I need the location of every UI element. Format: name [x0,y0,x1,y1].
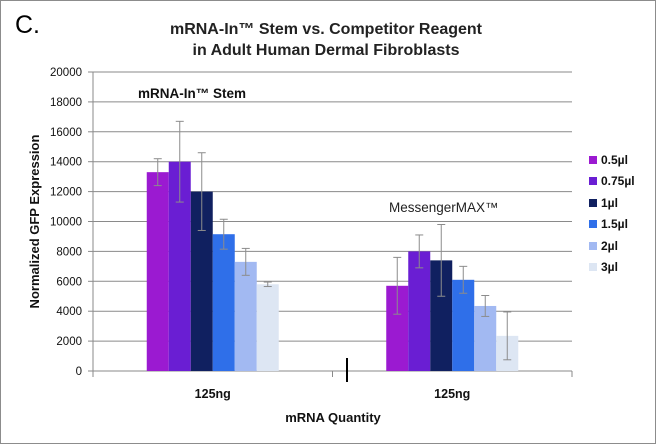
x-tick-label: 125ng [195,387,231,401]
panel-letter: C. [15,11,40,39]
y-tick-label: 2000 [56,336,82,348]
legend-label: 1.5µl [601,217,628,232]
bar [190,191,213,371]
bar [234,261,257,371]
legend-swatch [589,177,597,186]
x-axis-title: mRNA Quantity [285,410,381,425]
legend-item: 1µl [589,192,635,214]
legend-swatch [589,198,597,207]
legend-item: 0.5µl [589,149,635,171]
legend-item: 2µl [589,235,635,257]
y-tick-label: 12000 [50,187,82,199]
group-annotation: MessengerMAX™ [389,200,499,215]
y-tick-label: 18000 [50,97,82,109]
y-tick-label: 4000 [56,306,82,318]
bar [408,251,431,371]
legend-label: 2µl [601,238,618,253]
bar [256,284,279,371]
y-tick-label: 8000 [56,246,82,258]
legend: 0.5µl 0.75µl 1µl 1.5µl 2µl 3µl [589,149,635,278]
chart-title-line-2: in Adult Human Dermal Fibroblasts [192,42,460,59]
bar [168,161,191,371]
legend-swatch [589,155,597,164]
legend-label: 3µl [601,260,618,275]
bar [146,172,169,371]
bar [212,234,235,371]
y-tick-label: 10000 [50,217,82,229]
legend-label: 0.75µl [601,174,635,189]
legend-item: 0.75µl [589,171,635,193]
legend-swatch [589,241,597,250]
y-tick-label: 14000 [50,157,82,169]
legend-swatch [589,263,597,272]
bar [386,285,409,371]
y-tick-label: 0 [76,366,82,378]
y-tick-label: 16000 [50,127,82,139]
legend-label: 0.5µl [601,152,628,167]
y-tick-label: 20000 [50,67,82,79]
chart-title-line-1: mRNA-In™ Stem vs. Competitor Reagent [169,21,483,38]
legend-swatch [589,220,597,229]
legend-item: 3µl [589,257,635,279]
bar [452,279,475,371]
x-tick-label: 125ng [434,387,470,401]
y-axis-title: Normalized GFP Expression [27,135,42,309]
bar [430,260,453,371]
legend-label: 1µl [601,195,618,210]
y-tick-label: 6000 [56,276,82,288]
group-annotation: mRNA-In™ Stem [138,86,246,101]
legend-item: 1.5µl [589,214,635,236]
bar [474,305,497,371]
